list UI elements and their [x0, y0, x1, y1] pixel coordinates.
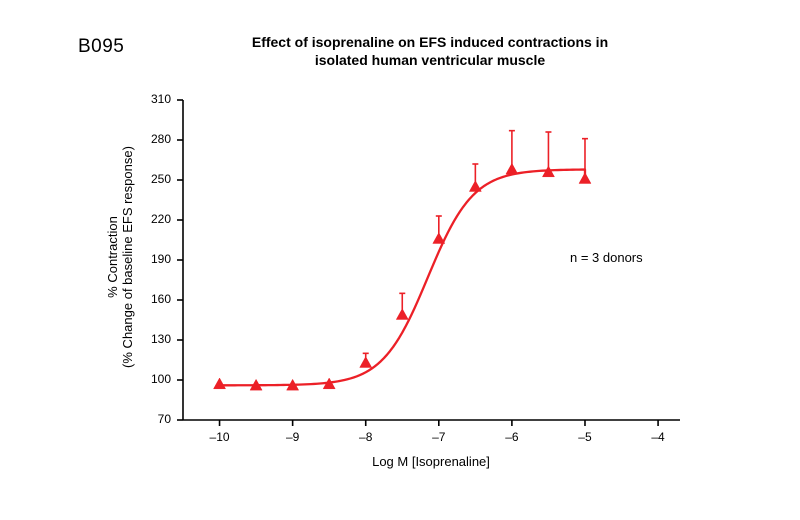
y-tick-label: 310: [137, 92, 171, 106]
y-tick-label: 160: [137, 292, 171, 306]
y-tick-label: 130: [137, 332, 171, 346]
y-tick-label: 70: [137, 412, 171, 426]
x-tick-label: –8: [346, 430, 386, 444]
y-tick-label: 190: [137, 252, 171, 266]
x-tick-label: –4: [638, 430, 678, 444]
y-tick-label: 280: [137, 132, 171, 146]
x-tick-label: –6: [492, 430, 532, 444]
x-tick-label: –10: [200, 430, 240, 444]
x-tick-label: –9: [273, 430, 313, 444]
x-tick-label: –7: [419, 430, 459, 444]
y-tick-label: 220: [137, 212, 171, 226]
dose-response-chart: [0, 0, 800, 520]
y-tick-label: 250: [137, 172, 171, 186]
y-tick-label: 100: [137, 372, 171, 386]
x-tick-label: –5: [565, 430, 605, 444]
